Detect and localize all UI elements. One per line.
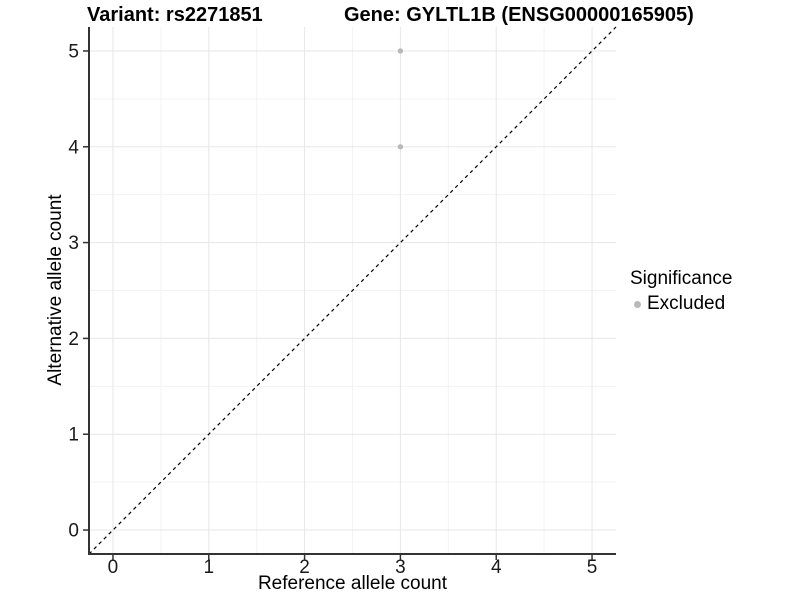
x-tick-label: 3 [395, 557, 406, 578]
x-tick-label: 0 [108, 557, 119, 578]
plot-title-gene: Gene: GYLTL1B (ENSG00000165905) [344, 4, 694, 26]
y-tick-label: 4 [68, 137, 79, 158]
y-tick-label: 0 [68, 521, 79, 542]
y-tick-label: 3 [68, 233, 79, 254]
y-tick-label: 5 [68, 41, 79, 62]
y-tick-label: 1 [68, 425, 79, 446]
y-axis-title: Alternative allele count [45, 194, 66, 386]
plot-title-variant: Variant: rs2271851 [87, 4, 263, 26]
legend-point-icon [634, 300, 641, 308]
y-tick-label: 2 [68, 329, 79, 350]
data-point [397, 144, 404, 150]
data-point [397, 48, 404, 54]
x-tick-label: 4 [491, 557, 502, 578]
legend-title: Significance [630, 268, 733, 289]
legend-entry-excluded: Excluded [630, 293, 732, 315]
x-axis-title: Reference allele count [257, 573, 448, 594]
x-tick-label: 1 [203, 557, 214, 578]
x-tick-label: 2 [299, 557, 310, 578]
x-tick-label: 5 [587, 557, 598, 578]
identity-dashed-line [88, 26, 617, 555]
legend: Significance Excluded [630, 268, 732, 315]
legend-entry-label: Excluded [647, 293, 726, 314]
